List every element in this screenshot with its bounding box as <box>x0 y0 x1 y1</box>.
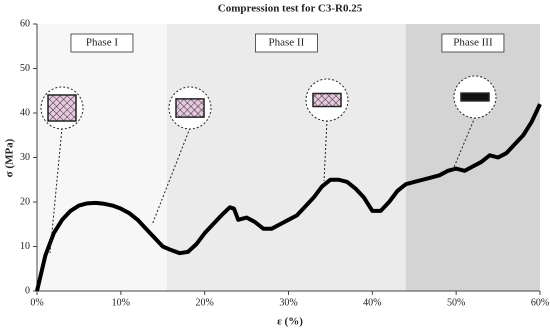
leader-line <box>151 127 191 226</box>
inset-lattice <box>460 92 490 102</box>
phase-region <box>166 24 406 291</box>
x-tick-label: 10% <box>112 297 130 308</box>
phase-label-box <box>441 33 505 53</box>
phase-label-box <box>255 33 318 53</box>
y-tick-label: 10 <box>20 241 30 252</box>
y-tick-label: 0 <box>25 285 30 296</box>
x-tick-label: 60% <box>531 297 549 308</box>
x-tick-label: 50% <box>447 297 465 308</box>
x-tick-label: 20% <box>195 297 213 308</box>
inset-lattice <box>175 98 205 118</box>
y-tick-label: 40 <box>20 107 30 118</box>
leader-line <box>451 116 476 173</box>
leader-line <box>49 127 63 254</box>
phase-region <box>405 24 540 291</box>
phase-label: Phase II <box>269 37 305 49</box>
phase-label-box <box>70 33 134 53</box>
x-axis-title: ε (%) <box>277 316 303 328</box>
x-tick-label: 30% <box>279 297 297 308</box>
phase-label: Phase I <box>86 37 118 49</box>
inset-lattice <box>47 94 77 122</box>
y-tick-label: 20 <box>20 196 30 207</box>
y-axis-title: σ (MPa) <box>4 138 16 177</box>
inset-lattice <box>312 92 342 108</box>
y-tick-label: 60 <box>20 18 30 29</box>
y-tick-label: 30 <box>20 152 30 163</box>
x-tick-label: 0% <box>30 297 43 308</box>
phase-region <box>37 24 167 291</box>
phase-label: Phase III <box>453 37 493 49</box>
chart-title: Compression test for C3-R0.25 <box>218 3 363 15</box>
x-tick-label: 40% <box>363 297 381 308</box>
y-tick-label: 50 <box>20 63 30 74</box>
